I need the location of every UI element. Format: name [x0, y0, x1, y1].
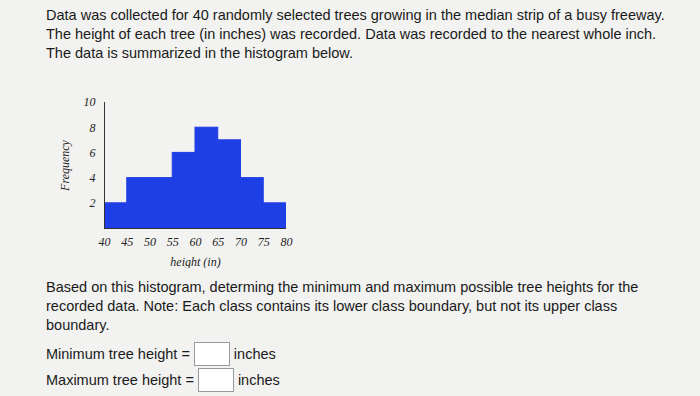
svg-text:Frequency: Frequency: [58, 139, 72, 192]
svg-text:4: 4: [90, 171, 96, 185]
svg-text:50: 50: [144, 235, 156, 249]
svg-text:70: 70: [235, 235, 247, 249]
svg-text:65: 65: [212, 235, 224, 249]
svg-text:height (in): height (in): [170, 255, 220, 269]
svg-text:6: 6: [90, 146, 96, 160]
svg-text:75: 75: [258, 235, 270, 249]
svg-text:60: 60: [190, 235, 202, 249]
html-text:inches: inches: [237, 372, 280, 388]
html-text:Based on this histogram, deter: Based on this histogram, determing the m…: [46, 279, 639, 333]
html-text:Maximum tree height =: Maximum tree height =: [46, 372, 194, 388]
html-text:Minimum tree height =: Minimum tree height =: [46, 346, 190, 362]
svg-text:40: 40: [99, 235, 111, 249]
svg-text:10: 10: [84, 95, 96, 109]
svg-text:8: 8: [90, 121, 96, 135]
html-text:Data was collected for 40 rand: Data was collected for 40 randomly selec…: [46, 7, 665, 61]
svg-text:45: 45: [121, 235, 133, 249]
svg-text:55: 55: [167, 235, 179, 249]
svg-text:80: 80: [281, 235, 293, 249]
html-text:inches: inches: [233, 346, 276, 362]
svg-text:2: 2: [90, 196, 96, 210]
